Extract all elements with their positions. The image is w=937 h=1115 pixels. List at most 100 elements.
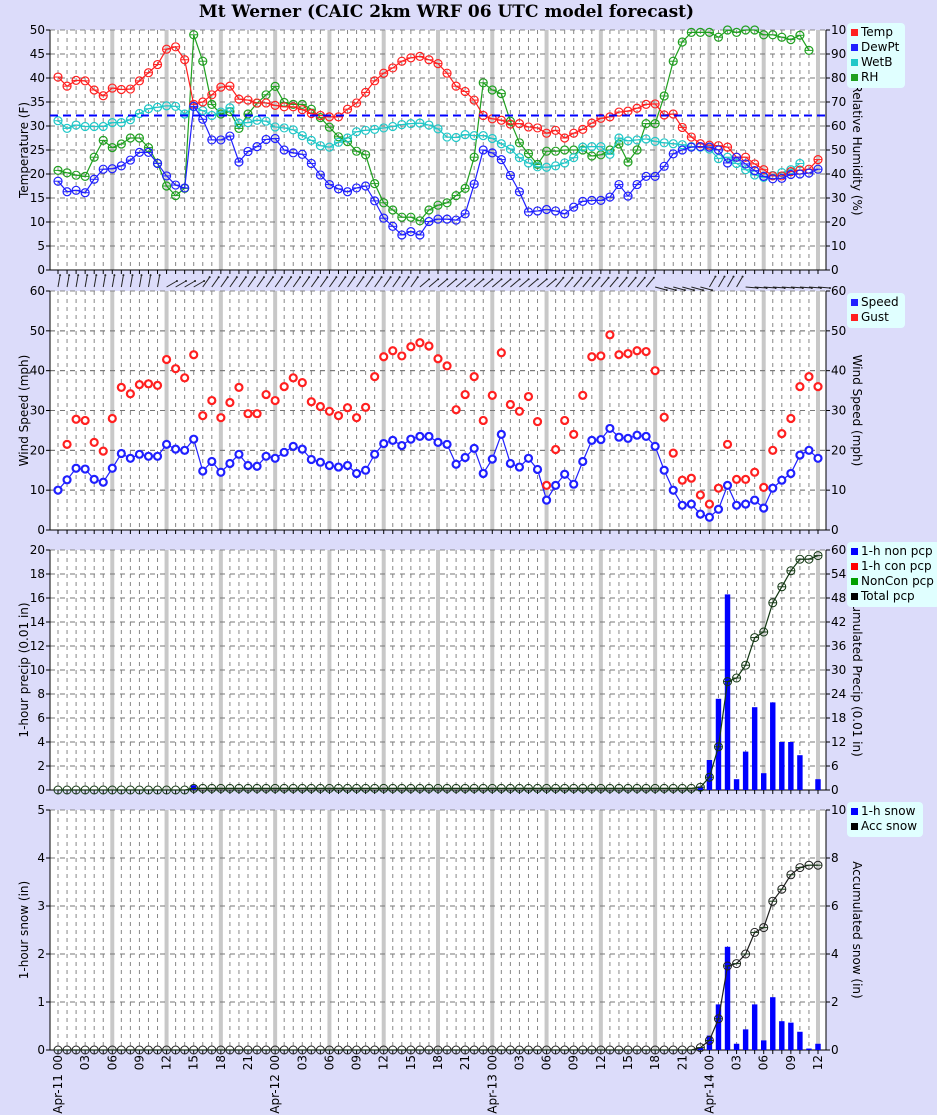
bar [779, 1021, 785, 1050]
svg-text:Apr-13 00: Apr-13 00 [485, 1055, 499, 1114]
bar [761, 773, 767, 790]
svg-text:40: 40 [831, 364, 846, 378]
svg-text:0: 0 [831, 263, 839, 277]
svg-text:Wind Speed (mph): Wind Speed (mph) [17, 355, 31, 467]
legend-precip: 1-h non pcp 1-h con pcp NonCon pcp Total pc… [847, 542, 937, 607]
legend-swatch-icon [851, 823, 858, 830]
panel-precip: 02468101214161820061218243036424854601-h… [17, 543, 864, 797]
svg-text:Apr-12 00: Apr-12 00 [268, 1055, 282, 1114]
svg-text:0: 0 [37, 1043, 45, 1057]
svg-text:48: 48 [831, 591, 846, 605]
svg-text:03: 03 [295, 1055, 309, 1070]
svg-text:0: 0 [37, 263, 45, 277]
legend-item: Total pcp [851, 589, 934, 604]
legend-label: Acc snow [861, 819, 918, 833]
legend-swatch-icon [851, 29, 858, 36]
panel-temp: 0510152025303540455001020304050607080901… [17, 23, 864, 277]
bar [806, 1048, 812, 1050]
legend-temperature: Temp DewPt WetB RH [847, 23, 906, 88]
legend-wind: Speed Gust [847, 293, 905, 328]
svg-text:21: 21 [458, 1055, 472, 1070]
svg-text:10: 10 [831, 239, 846, 253]
svg-text:35: 35 [30, 95, 45, 109]
legend-swatch-icon [851, 59, 858, 66]
svg-text:24: 24 [831, 687, 846, 701]
svg-text:18: 18 [30, 567, 45, 581]
svg-text:0: 0 [831, 783, 839, 797]
bar [697, 1047, 704, 1050]
svg-text:70: 70 [831, 95, 846, 109]
svg-text:10: 10 [30, 483, 45, 497]
legend-item: RH [851, 70, 899, 85]
svg-text:10: 10 [831, 483, 846, 497]
svg-text:20: 20 [30, 543, 45, 557]
svg-text:2: 2 [831, 995, 839, 1009]
svg-text:10: 10 [30, 663, 45, 677]
legend-label: 1-h non pcp [861, 544, 933, 558]
legend-swatch-icon [851, 44, 858, 51]
svg-text:30: 30 [831, 663, 846, 677]
svg-text:0: 0 [831, 523, 839, 537]
bar [751, 707, 758, 790]
bar [779, 742, 785, 790]
bar [706, 1035, 713, 1050]
legend-item: 1-h non pcp [851, 544, 934, 559]
svg-text:90: 90 [831, 47, 846, 61]
svg-text:15: 15 [621, 1055, 635, 1070]
bar [724, 946, 731, 1050]
bar [815, 779, 821, 790]
bar [706, 760, 713, 790]
svg-text:60: 60 [831, 543, 846, 557]
svg-text:54: 54 [831, 567, 846, 581]
svg-text:40: 40 [30, 364, 45, 378]
svg-text:4: 4 [831, 947, 839, 961]
svg-text:Apr-14 00: Apr-14 00 [702, 1055, 716, 1114]
svg-text:3: 3 [37, 899, 45, 913]
svg-text:30: 30 [831, 191, 846, 205]
bar [770, 997, 776, 1050]
bar [742, 751, 749, 790]
legend-item: Temp [851, 25, 899, 40]
svg-text:15: 15 [30, 191, 45, 205]
svg-text:20: 20 [831, 443, 846, 457]
svg-text:4: 4 [37, 851, 45, 865]
svg-text:Wind Speed (mph): Wind Speed (mph) [850, 355, 864, 467]
svg-text:09: 09 [784, 1055, 798, 1070]
svg-text:20: 20 [30, 443, 45, 457]
svg-text:40: 40 [30, 71, 45, 85]
bar [191, 785, 197, 790]
legend-label: Temp [861, 25, 893, 39]
bar [770, 702, 776, 790]
legend-swatch-icon [851, 299, 858, 306]
wind-direction-arrows [57, 274, 831, 292]
svg-text:6: 6 [37, 711, 45, 725]
svg-text:03: 03 [730, 1055, 744, 1070]
svg-text:30: 30 [30, 404, 45, 418]
bar [797, 755, 803, 790]
legend-label: 1-h con pcp [861, 559, 932, 573]
bar [733, 1043, 740, 1050]
svg-text:06: 06 [540, 1055, 554, 1070]
bar [797, 1031, 803, 1050]
svg-text:50: 50 [30, 23, 45, 37]
svg-text:09: 09 [567, 1055, 581, 1070]
svg-text:50: 50 [831, 143, 846, 157]
svg-text:6: 6 [831, 759, 839, 773]
svg-text:09: 09 [132, 1055, 146, 1070]
svg-text:15: 15 [404, 1055, 418, 1070]
legend-swatch-icon [851, 548, 858, 555]
legend-item: NonCon pcp [851, 574, 934, 589]
svg-text:09: 09 [350, 1055, 364, 1070]
svg-text:10: 10 [831, 803, 846, 817]
svg-text:12: 12 [594, 1055, 608, 1070]
svg-text:60: 60 [831, 284, 846, 298]
bar [788, 1022, 794, 1050]
svg-text:60: 60 [831, 119, 846, 133]
legend-swatch-icon [851, 808, 858, 815]
svg-text:12: 12 [30, 639, 45, 653]
bar [742, 1029, 749, 1050]
legend-item: DewPt [851, 40, 899, 55]
legend-label: NonCon pcp [861, 574, 934, 588]
svg-text:36: 36 [831, 639, 846, 653]
svg-text:4: 4 [37, 735, 45, 749]
